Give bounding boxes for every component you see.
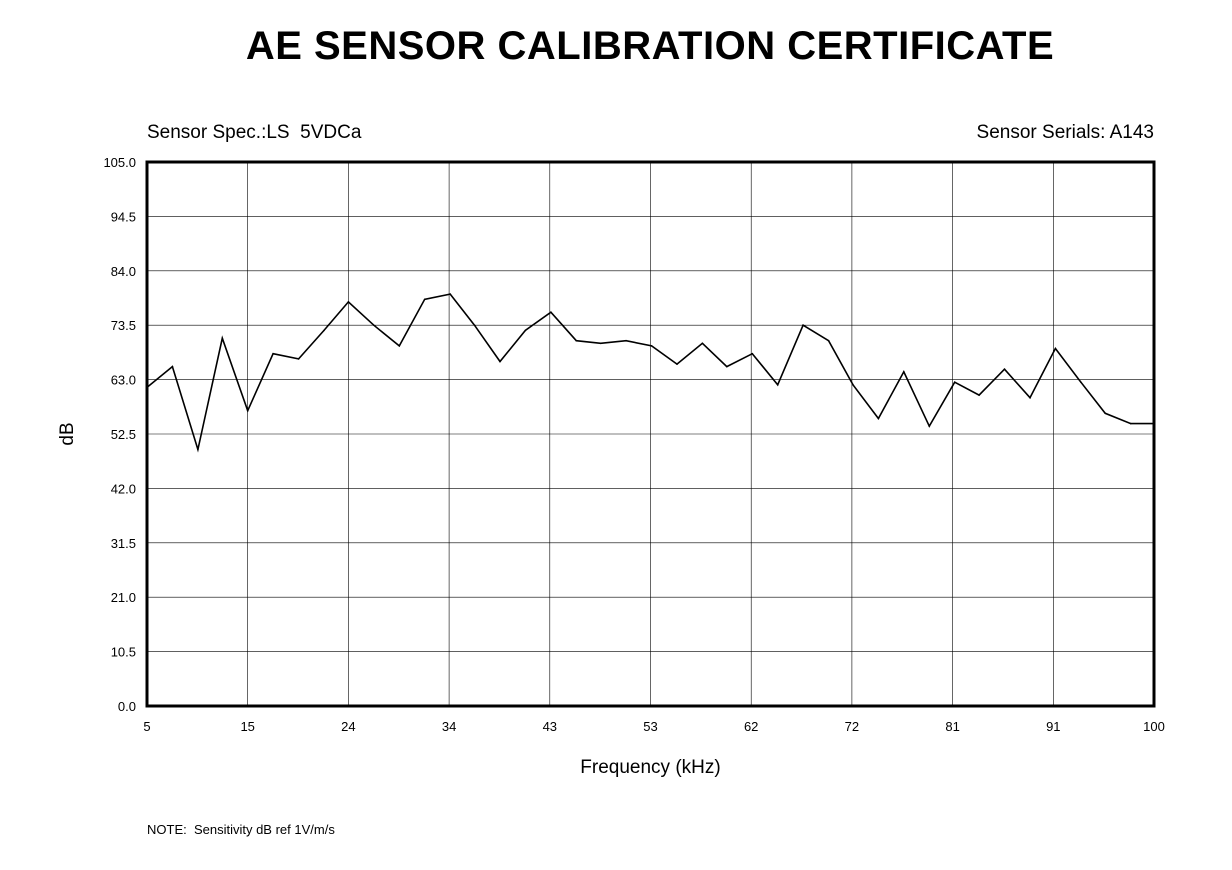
data-point [928, 425, 931, 428]
y-tick-label: 21.0 [111, 590, 136, 605]
data-point [877, 417, 880, 420]
y-tick-label: 63.0 [111, 373, 136, 388]
data-point [449, 293, 452, 295]
sensor-serials: Sensor Serials: A143 [976, 122, 1154, 143]
x-tick-label: 62 [744, 719, 758, 734]
data-point [297, 358, 300, 360]
certificate-title: AE SENSOR CALIBRATION CERTIFICATE [245, 24, 1055, 68]
data-point [1080, 381, 1082, 384]
data-point [373, 324, 375, 327]
y-tick-label: 84.0 [111, 264, 136, 279]
data-point [599, 342, 602, 345]
y-tick-label: 105.0 [103, 155, 136, 170]
data-point [1104, 412, 1106, 415]
y-tick-label: 31.5 [111, 536, 136, 551]
data-point [953, 381, 956, 384]
data-point [1029, 396, 1031, 399]
x-tick-label: 72 [845, 719, 859, 734]
data-point [575, 339, 578, 342]
x-tick-label: 100 [1143, 719, 1165, 734]
x-tick-label: 91 [1046, 719, 1060, 734]
data-point [221, 337, 224, 340]
y-tick-label: 0.0 [118, 699, 136, 714]
data-point [827, 339, 830, 342]
data-point [197, 448, 199, 451]
data-point [1129, 422, 1132, 425]
data-point [171, 365, 174, 368]
x-tick-label: 34 [442, 719, 456, 734]
data-point [776, 384, 779, 386]
data-point [246, 409, 249, 412]
y-tick-label: 94.5 [111, 209, 136, 224]
x-tick-label: 15 [240, 719, 254, 734]
data-point [751, 352, 754, 355]
x-tick-label: 43 [543, 719, 557, 734]
data-point [499, 360, 501, 363]
data-point [726, 365, 728, 368]
data-point [852, 384, 854, 386]
x-axis-label: Frequency (kHz) [580, 757, 720, 778]
data-point [272, 352, 274, 355]
data-point [423, 298, 426, 301]
plot-frame [145, 160, 1156, 708]
y-tick-label: 42.0 [111, 481, 136, 496]
y-tick-label: 52.5 [111, 427, 136, 442]
x-tick-label: 5 [143, 719, 150, 734]
x-tick-label: 24 [341, 719, 355, 734]
data-point [524, 329, 527, 332]
data-point [550, 311, 552, 314]
data-point [473, 324, 476, 327]
sensitivity-note: NOTE: Sensitivity dB ref 1V/m/s [147, 822, 335, 837]
x-tick-label: 81 [945, 719, 959, 734]
y-axis-label: dB [57, 422, 78, 445]
x-tick-label: 53 [643, 719, 657, 734]
data-point [903, 371, 905, 373]
data-point [323, 329, 325, 332]
data-point [978, 394, 980, 396]
data-point [701, 342, 704, 345]
data-point [1054, 347, 1057, 350]
grid-lines [147, 162, 1154, 706]
data-point [1003, 368, 1006, 371]
y-tick-label: 10.5 [111, 645, 136, 660]
sensor-spec: Sensor Spec.:LS 5VDCa [147, 122, 362, 143]
data-point [676, 363, 678, 365]
data-point [347, 301, 350, 303]
data-point [802, 324, 804, 327]
y-tick-labels: 0.0 10.5 21.0 31.5 42.0 52.5 63.0 73.5 84.0 94.5 1… [103, 155, 136, 714]
data-point [650, 345, 653, 347]
x-tick-labels: 5 15 24 34 43 53 62 72 81 91 100 [143, 719, 1164, 734]
data-point [398, 345, 401, 347]
data-point [625, 339, 627, 342]
series-layer [146, 293, 1155, 453]
y-tick-label: 73.5 [111, 318, 136, 333]
